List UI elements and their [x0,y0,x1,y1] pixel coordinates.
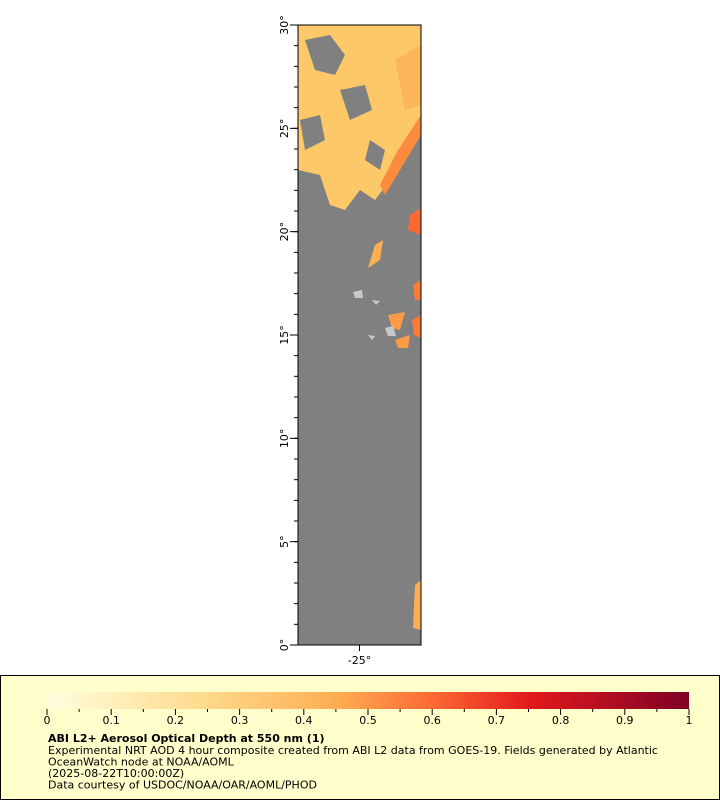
y-tick-label: 0° [278,639,291,652]
y-tick-label: 30° [278,15,291,35]
legend-title: ABI L2+ Aerosol Optical Depth at 550 nm … [48,732,325,745]
colorbar-tick-label: 0.6 [423,714,441,727]
y-tick-label: 5° [278,535,291,548]
y-tick-label: 15° [278,325,291,345]
colorbar-tick-label: 0.5 [359,714,377,727]
colorbar-tick-label: 0.7 [488,714,506,727]
y-tick-label: 20° [278,222,291,242]
colorbar-tick-label: 0 [44,714,51,727]
legend-line: (2025-08-22T10:00:00Z) [48,767,184,780]
colorbar-tick-label: 0.8 [552,714,570,727]
colorbar-tick-label: 0.2 [167,714,185,727]
colorbar-tick-label: 0.9 [616,714,634,727]
y-tick-label: 25° [278,119,291,139]
legend-line: OceanWatch node at NOAA/AOML [48,756,235,769]
legend-line: Experimental NRT AOD 4 hour composite cr… [48,744,658,757]
colorbar-tick-label: 0.3 [231,714,249,727]
colorbar-tick-label: 0.1 [102,714,120,727]
aerosol-field [298,25,421,630]
y-tick-label: 10° [278,429,291,449]
x-tick-label: -25° [348,654,371,667]
colorbar-tick-label: 1 [686,714,693,727]
legend-line: Data courtesy of USDOC/NOAA/OAR/AOML/PHO… [48,779,317,792]
colorbar [47,692,689,709]
colorbar-tick-label: 0.4 [295,714,313,727]
